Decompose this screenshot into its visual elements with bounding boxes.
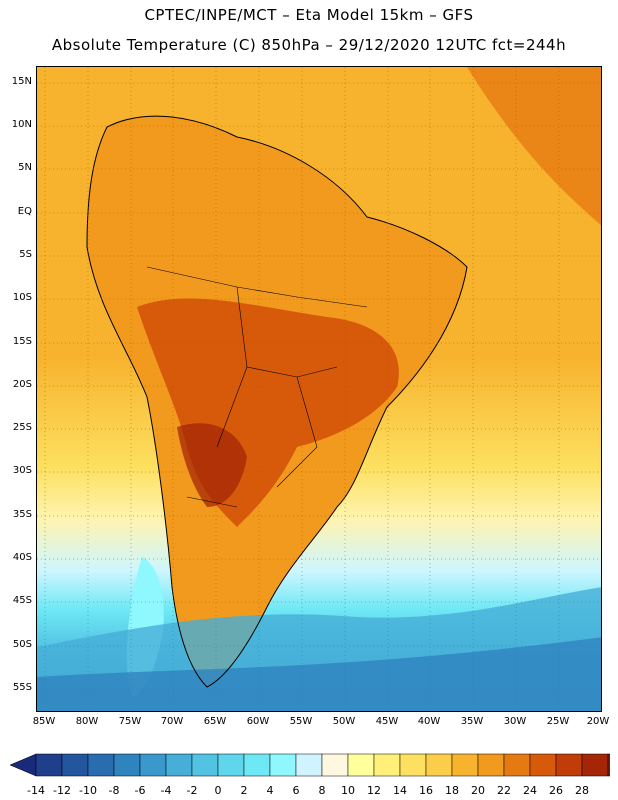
colorbar-label: -4 [160, 784, 172, 797]
colorbar-label: 16 [419, 784, 433, 797]
lon-label: 25W [546, 716, 570, 727]
lon-label: 30W [503, 716, 527, 727]
colorbar-swatch [529, 753, 557, 777]
colorbar-label: 8 [318, 784, 326, 797]
lat-label: 25S [12, 422, 32, 433]
lon-label: 85W [32, 716, 56, 727]
colorbar-swatch [425, 753, 453, 777]
lat-label: 10S [12, 292, 32, 303]
colorbar-swatch [113, 753, 141, 777]
lon-label: 55W [289, 716, 313, 727]
colorbar-label: -12 [53, 784, 71, 797]
colorbar-swatch [321, 753, 349, 777]
colorbar-label: -10 [79, 784, 97, 797]
lat-label: 45S [12, 595, 32, 606]
temperature-map [36, 66, 602, 712]
lon-label: 20W [586, 716, 610, 727]
lat-label: 5N [18, 162, 32, 173]
colorbar-label: 18 [445, 784, 459, 797]
land-core-region [177, 423, 247, 507]
colorbar-swatch [191, 753, 219, 777]
lat-label: 15S [12, 336, 32, 347]
colorbar-label: 26 [549, 784, 563, 797]
colorbar-label: -2 [186, 784, 198, 797]
lon-label: 35W [460, 716, 484, 727]
colorbar-swatch [295, 753, 323, 777]
colorbar-swatch [399, 753, 427, 777]
lat-label: 15N [11, 76, 32, 87]
colorbar-label: 20 [471, 784, 485, 797]
colorbar-label: 6 [292, 784, 300, 797]
country-borders [146, 266, 368, 508]
coastline [86, 115, 468, 688]
lon-label: 50W [332, 716, 356, 727]
colorbar [10, 753, 610, 777]
lat-label: 50S [12, 639, 32, 650]
colorbar-label: -8 [108, 784, 120, 797]
colorbar-swatch [347, 753, 375, 777]
lat-label: 40S [12, 552, 32, 563]
colorbar-swatch [61, 753, 89, 777]
colorbar-swatch [87, 753, 115, 777]
colorbar-swatch [373, 753, 401, 777]
lat-label: 55S [12, 682, 32, 693]
lon-label: 70W [160, 716, 184, 727]
lon-label: 75W [118, 716, 142, 727]
colorbar-label: 0 [214, 784, 222, 797]
colorbar-swatch [35, 753, 63, 777]
colorbar-swatch [243, 753, 271, 777]
lon-label: 65W [203, 716, 227, 727]
colorbar-label: -6 [134, 784, 146, 797]
colorbar-label: 12 [367, 784, 381, 797]
temperature-field [37, 67, 601, 711]
colorbar-label: 14 [393, 784, 407, 797]
colorbar-left-arrow [10, 753, 37, 777]
colorbar-label: 24 [523, 784, 537, 797]
title-line-2: Absolute Temperature (C) 850hPa – 29/12/… [51, 36, 567, 54]
lat-label: 20S [12, 379, 32, 390]
colorbar-swatch [451, 753, 479, 777]
colorbar-swatch [165, 753, 193, 777]
lon-label: 45W [375, 716, 399, 727]
lon-label: 80W [75, 716, 99, 727]
lon-label: 40W [417, 716, 441, 727]
lat-label: 5S [19, 249, 32, 260]
colorbar-swatch [581, 753, 609, 777]
colorbar-swatch [555, 753, 583, 777]
colorbar-label: 4 [266, 784, 274, 797]
lat-label: 10N [11, 119, 32, 130]
colorbar-label: 22 [497, 784, 511, 797]
colorbar-swatch [477, 753, 505, 777]
lon-label: 60W [246, 716, 270, 727]
southern-coldest-band [37, 637, 601, 711]
colorbar-label: 10 [341, 784, 355, 797]
colorbar-swatch [607, 753, 610, 777]
warm-northeast-band [467, 67, 601, 226]
lat-label: 30S [12, 465, 32, 476]
title-line-1: CPTEC/INPE/MCT – Eta Model 15km – GFS [144, 6, 474, 24]
lat-label: EQ [17, 206, 32, 217]
colorbar-swatch [269, 753, 297, 777]
lat-label: 35S [12, 509, 32, 520]
colorbar-swatch [217, 753, 245, 777]
colorbar-label: -14 [27, 784, 45, 797]
colorbar-label: 2 [240, 784, 248, 797]
colorbar-swatch [139, 753, 167, 777]
colorbar-label: 28 [575, 784, 589, 797]
colorbar-swatch [503, 753, 531, 777]
